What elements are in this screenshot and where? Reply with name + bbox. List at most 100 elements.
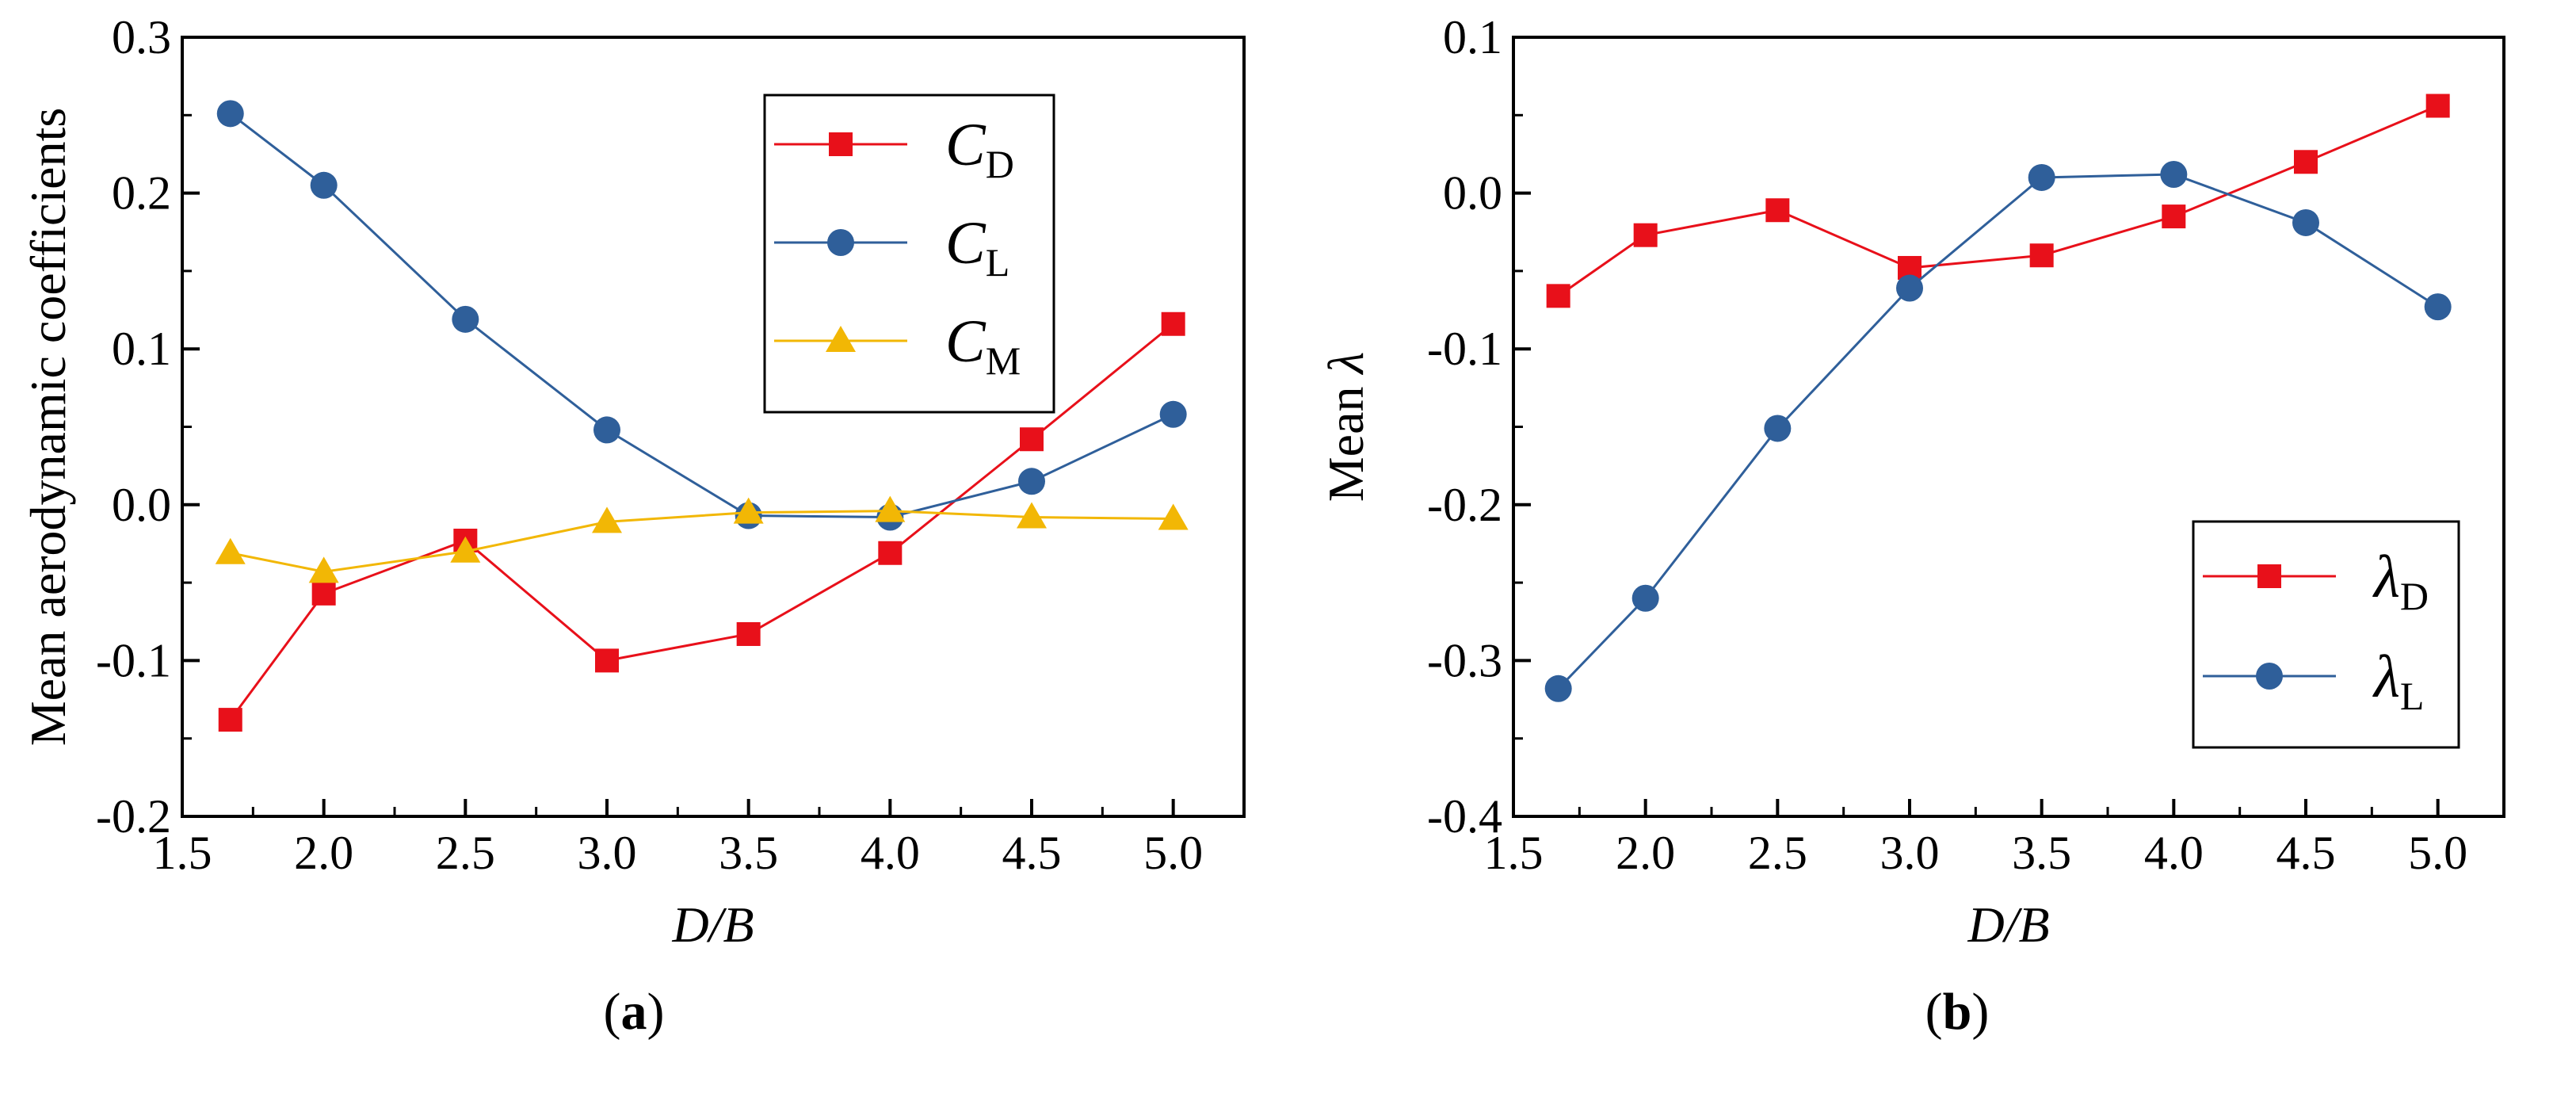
data-point: [2292, 208, 2319, 236]
y-tick-label: 0.3: [112, 11, 171, 63]
data-point: [1544, 675, 1572, 702]
data-point: [308, 556, 339, 583]
legend-label-symbol: λ: [2372, 644, 2400, 710]
legend-label-symbol: C: [945, 308, 987, 375]
data-point: [2029, 243, 2054, 268]
data-point: [1631, 584, 1659, 612]
data-point: [1017, 502, 1047, 529]
y-tick-label: -0.1: [96, 634, 171, 686]
y-axis-label-symbol: λ: [1318, 352, 1374, 376]
series-line: [1557, 173, 2439, 690]
y-axis-label-text: Mean: [1318, 387, 1374, 503]
series-CM: [215, 495, 1189, 583]
y-tick-label: -0.2: [1427, 479, 1502, 531]
chart-panel-a: 1.5 2.0 2.5 3.0 3.5 4.0 4.5 5.0 -0.2 -0.1 0.0 0.1 0.…: [20, 11, 1246, 1041]
legend-label: CL: [945, 210, 1009, 285]
series-line: [230, 510, 1174, 573]
y-tick-label: 0.0: [112, 479, 171, 531]
chart-panel-b: 1.5 2.0 2.5 3.0 3.5 4.0 4.5 5.0 -0.4 -0.3 -0.2 -0.1…: [1318, 11, 2505, 1041]
x-axis-label: D/B: [1967, 896, 2049, 953]
data-point: [1159, 400, 1187, 428]
y-tick-label: 0.1: [1443, 11, 1502, 63]
x-axis-label: D/B: [671, 896, 754, 953]
x-tick-label: 3.0: [578, 827, 637, 879]
data-point: [592, 506, 622, 533]
legend-label-subscript: D: [2400, 574, 2429, 618]
y-tick-label: -0.4: [1427, 790, 1502, 843]
data-point: [2424, 293, 2452, 321]
data-point: [450, 536, 481, 563]
x-tick-label: 4.0: [2144, 827, 2204, 879]
data-point: [216, 100, 244, 128]
series-line: [229, 323, 1174, 721]
legend-label-subscript: D: [986, 142, 1014, 186]
y-axis-label: Mean λ: [1318, 352, 1374, 502]
caption-paren-open: (: [604, 983, 621, 1041]
x-tick-label: 3.0: [1880, 827, 1940, 879]
x-tick-label: 2.0: [1616, 827, 1675, 879]
legend-label: CD: [945, 112, 1014, 186]
data-point: [2160, 161, 2188, 189]
data-point: [1765, 198, 1790, 223]
y-tick-label: 0.2: [112, 167, 171, 220]
panel-caption: (a): [604, 983, 665, 1041]
plot-frame: [181, 36, 1246, 818]
data-point: [1158, 503, 1189, 530]
data-point: [452, 305, 479, 333]
data-point: [878, 541, 903, 565]
y-tick-label: -0.2: [96, 790, 171, 843]
legend-label: CM: [945, 308, 1021, 383]
panel-caption: (b): [1925, 983, 1990, 1041]
series-λL: [1544, 161, 2452, 702]
x-tick-label: 4.5: [2276, 827, 2336, 879]
legend-label: λL: [2372, 644, 2424, 718]
legend-label-subscript: L: [2400, 674, 2425, 718]
caption-paren-close: ): [647, 983, 665, 1041]
x-tick-label: 3.5: [2012, 827, 2071, 879]
legend-marker: [2257, 564, 2281, 588]
data-point: [1018, 468, 1045, 495]
data-point: [1161, 311, 1185, 336]
data-point: [736, 621, 761, 646]
legend-marker: [827, 229, 854, 256]
x-tick-label: 4.0: [861, 827, 920, 879]
y-axis-label: Mean aerodynamic coefficients: [20, 108, 76, 747]
legend-label-symbol: λ: [2372, 544, 2400, 610]
x-tick-label: 4.5: [1002, 827, 1062, 879]
x-tick-label: 2.5: [1748, 827, 1807, 879]
legend-box: [2192, 520, 2460, 749]
data-point: [1764, 415, 1792, 442]
data-point: [733, 497, 764, 524]
legend-label-subscript: L: [986, 240, 1010, 285]
x-tick-label: 5.0: [1143, 827, 1203, 879]
data-point: [215, 537, 246, 564]
series-line: [229, 113, 1174, 519]
y-tick-label: -0.1: [1427, 323, 1502, 375]
data-point: [2162, 204, 2186, 229]
data-point: [311, 581, 336, 606]
legend-label-symbol: C: [945, 210, 987, 277]
x-tick-label: 3.5: [719, 827, 778, 879]
data-point: [2028, 163, 2055, 191]
data-point: [1546, 284, 1570, 308]
series-λD: [1546, 94, 2450, 308]
data-point: [2425, 94, 2450, 118]
y-tick-label: 0.0: [1443, 167, 1502, 220]
legend-marker: [2256, 663, 2283, 690]
data-point: [593, 416, 620, 444]
caption-paren-close: ): [1971, 983, 1989, 1041]
caption-letter: b: [1943, 983, 1972, 1041]
legend-label: λD: [2372, 544, 2429, 618]
legend-marker: [829, 132, 853, 156]
data-point: [310, 171, 338, 199]
y-tick-label: -0.3: [1427, 634, 1502, 686]
y-axis-label-text: Mean aerodynamic coefficients: [20, 108, 76, 747]
data-point: [1020, 427, 1044, 452]
legend-label-subscript: M: [986, 338, 1021, 383]
data-point: [1633, 223, 1658, 247]
series-line: [1557, 105, 2439, 297]
legend-box: [763, 94, 1055, 414]
